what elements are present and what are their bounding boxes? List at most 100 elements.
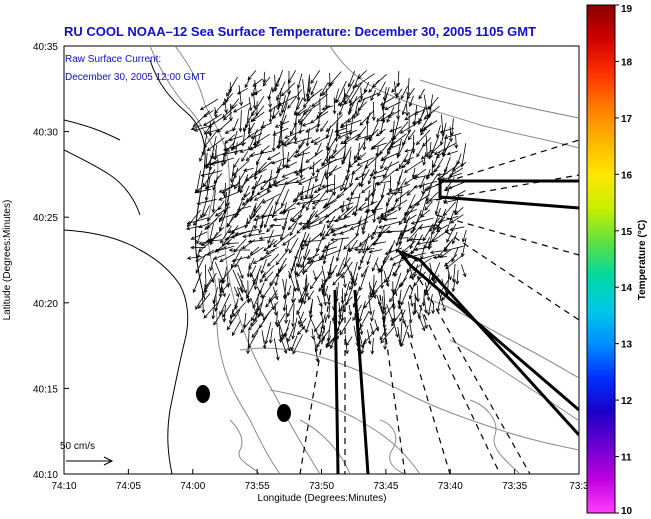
current-vector (273, 338, 280, 361)
current-vector (246, 330, 250, 355)
current-vector (357, 93, 378, 103)
colorbar-tick-label: 17 (621, 114, 633, 125)
current-vector (252, 94, 257, 110)
current-vector (228, 248, 251, 253)
current-vector (385, 229, 410, 234)
coastline (64, 59, 206, 474)
current-vector (244, 290, 251, 303)
current-vector (379, 328, 387, 341)
x-tick-label: 73:45 (373, 481, 398, 492)
current-vector (231, 256, 248, 263)
colorbar-gradient (586, 4, 616, 514)
current-vector (342, 277, 347, 289)
current-vector (327, 134, 339, 152)
current-vector (224, 98, 228, 114)
current-vector (371, 174, 388, 180)
current-vector (253, 190, 272, 201)
current-vector (332, 271, 345, 286)
current-vector (298, 285, 307, 304)
current-vector (354, 73, 375, 88)
current-vector (233, 286, 240, 298)
current-vector (291, 303, 295, 328)
current-vector (252, 78, 263, 87)
plot-frame (63, 45, 580, 475)
current-vector (206, 207, 219, 222)
current-vector (273, 181, 297, 188)
current-vector (427, 294, 433, 316)
current-vector (305, 223, 320, 229)
current-vector (325, 229, 336, 237)
current-vector (209, 257, 215, 272)
current-vector (293, 118, 298, 142)
current-vector (421, 182, 426, 196)
current-vector (238, 85, 243, 107)
current-vector (391, 82, 401, 93)
current-vector (303, 261, 314, 273)
current-vector (409, 295, 414, 308)
current-vector (386, 140, 395, 155)
current-vector (221, 286, 226, 298)
current-vector (351, 164, 363, 175)
current-vector (314, 338, 322, 353)
current-vector (287, 218, 299, 231)
current-vector (428, 197, 449, 202)
current-vector (204, 184, 216, 190)
current-vector (272, 77, 280, 93)
current-vector (290, 286, 295, 304)
current-vector (276, 94, 281, 111)
current-vector (275, 248, 290, 266)
current-vector (302, 293, 307, 305)
current-vector (336, 80, 347, 104)
current-vector (214, 206, 231, 217)
current-vector (451, 161, 467, 172)
current-vector (332, 97, 337, 115)
current-vector (234, 142, 238, 156)
current-vector (334, 128, 347, 133)
current-vector (265, 246, 279, 254)
current-vector (249, 205, 256, 220)
current-vector (240, 280, 245, 294)
current-vector (284, 304, 289, 324)
current-vector (343, 132, 362, 144)
current-vector (371, 142, 388, 149)
current-vector (234, 255, 243, 268)
current-vector (289, 207, 305, 222)
current-vector (356, 97, 366, 117)
current-vector (246, 262, 251, 278)
radar-range-lines-dashed (299, 139, 579, 474)
map-title: RU COOL NOAA–12 Sea Surface Temperature:… (64, 24, 536, 39)
current-vector (270, 157, 287, 165)
current-vector (279, 221, 288, 241)
current-vector (248, 122, 255, 135)
current-vector (364, 208, 383, 214)
current-vector (253, 198, 265, 213)
current-vector (247, 70, 257, 81)
current-vector (416, 145, 424, 158)
current-vector (346, 190, 355, 211)
current-vector (227, 224, 248, 234)
current-vector (398, 210, 410, 226)
current-vector (203, 301, 220, 319)
current-vector (313, 135, 330, 145)
current-vector (237, 287, 244, 302)
current-vector (428, 229, 441, 247)
current-vector (371, 241, 386, 246)
current-vector (409, 269, 418, 279)
current-vector (250, 298, 258, 316)
current-vector (454, 135, 459, 149)
current-vector (449, 214, 464, 224)
current-vector (325, 114, 343, 133)
current-vector (287, 285, 292, 297)
current-vector (267, 86, 273, 101)
current-vector (378, 213, 384, 225)
current-vector (192, 214, 204, 226)
current-vector (383, 217, 398, 222)
current-vector (439, 279, 449, 294)
current-vector (340, 175, 348, 192)
current-vector (427, 142, 432, 160)
x-tick-label: 73:50 (309, 481, 334, 492)
current-vector (218, 200, 225, 211)
current-vector (317, 295, 323, 307)
current-vector (422, 152, 427, 166)
current-vector (222, 149, 242, 156)
